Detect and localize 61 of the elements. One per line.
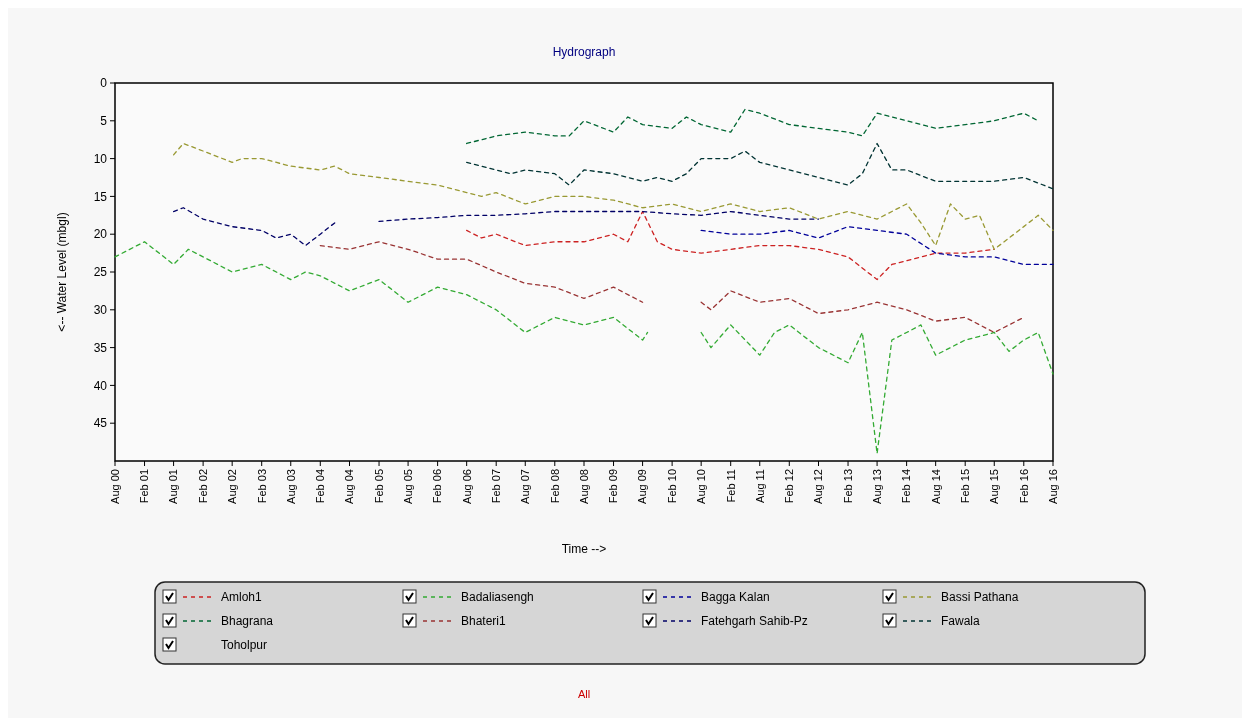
x-tick-label: Feb 02 xyxy=(196,469,209,504)
chart-title: Hydrograph xyxy=(552,45,616,59)
y-axis-title: <-- Water Level (mbgl) xyxy=(55,212,69,332)
x-tick-label: Aug 01 xyxy=(167,469,180,504)
x-tick-label: Feb 13 xyxy=(841,469,854,504)
x-tick-label: Feb 04 xyxy=(314,469,327,504)
y-tick-label: 20 xyxy=(93,227,108,242)
x-tick-label: Feb 06 xyxy=(431,469,444,504)
y-tick-label: 25 xyxy=(93,265,108,280)
y-tick-label: 35 xyxy=(93,340,108,355)
x-tick-label: Aug 12 xyxy=(812,469,825,504)
legend-label: Fawala xyxy=(941,614,981,629)
x-tick-label: Aug 11 xyxy=(753,469,766,504)
x-tick-label: Feb 11 xyxy=(724,469,737,503)
text: Toholpur xyxy=(221,638,268,653)
y-tick-label: 0 xyxy=(100,76,108,91)
y-tick-label: 10 xyxy=(93,151,108,166)
x-tick-label: Aug 04 xyxy=(343,469,356,504)
x-tick-label: Feb 09 xyxy=(607,469,620,504)
x-tick-label: Aug 16 xyxy=(1046,469,1059,504)
x-tick-label: Feb 03 xyxy=(255,469,268,504)
x-tick-label: Feb 10 xyxy=(665,469,678,504)
x-tick-label: Aug 02 xyxy=(226,469,239,504)
x-axis-title: Time --> xyxy=(561,542,607,556)
y-tick-label: 45 xyxy=(93,416,108,431)
y-tick-label: 40 xyxy=(93,378,108,393)
x-tick-label: Aug 09 xyxy=(636,469,649,504)
y-tick-label: 5 xyxy=(100,114,108,128)
x-tick-label: Feb 01 xyxy=(138,469,151,504)
x-tick-label: Feb 08 xyxy=(548,469,561,504)
y-tick-label: 15 xyxy=(93,189,108,204)
x-tick-label: Aug 15 xyxy=(988,469,1001,504)
line-series xyxy=(172,142,1054,250)
x-tick-label: Aug 06 xyxy=(460,469,473,504)
x-tick-label: Feb 12 xyxy=(783,469,796,504)
legend-label: Fatehgarh Sahib-Pz xyxy=(701,614,808,629)
line-series xyxy=(700,225,1054,266)
x-tick-label: Feb 16 xyxy=(1017,469,1030,504)
legend-label: Bagga Kalan xyxy=(701,590,770,605)
legend-label: Bhateri1 xyxy=(461,614,507,629)
x-tick-label: Aug 05 xyxy=(401,469,414,504)
legend-label: Amloh1 xyxy=(221,590,263,605)
x-tick-label: Aug 00 xyxy=(108,469,121,504)
x-tick-label: Aug 14 xyxy=(929,469,942,504)
legend-label: Badaliasengh xyxy=(461,590,534,605)
x-tick-label: Aug 03 xyxy=(284,469,297,504)
x-tick-label: Feb 15 xyxy=(959,469,972,504)
x-tick-label: Aug 07 xyxy=(519,469,532,504)
x-tick-label: Aug 13 xyxy=(870,469,883,504)
line-series xyxy=(466,108,1039,145)
x-tick-label: Feb 07 xyxy=(490,469,503,504)
text: All xyxy=(577,688,591,700)
legend-label: Bhagrana xyxy=(221,614,274,629)
x-tick-label: Feb 14 xyxy=(900,469,913,504)
x-tick-label: Aug 10 xyxy=(695,469,708,504)
x-tick-label: Aug 08 xyxy=(577,469,590,504)
line-series xyxy=(466,142,1054,190)
legend-label: Bassi Pathana xyxy=(941,590,1019,605)
line-series xyxy=(466,210,995,281)
y-tick-label: 30 xyxy=(93,303,108,317)
x-tick-label: Feb 05 xyxy=(372,469,385,504)
